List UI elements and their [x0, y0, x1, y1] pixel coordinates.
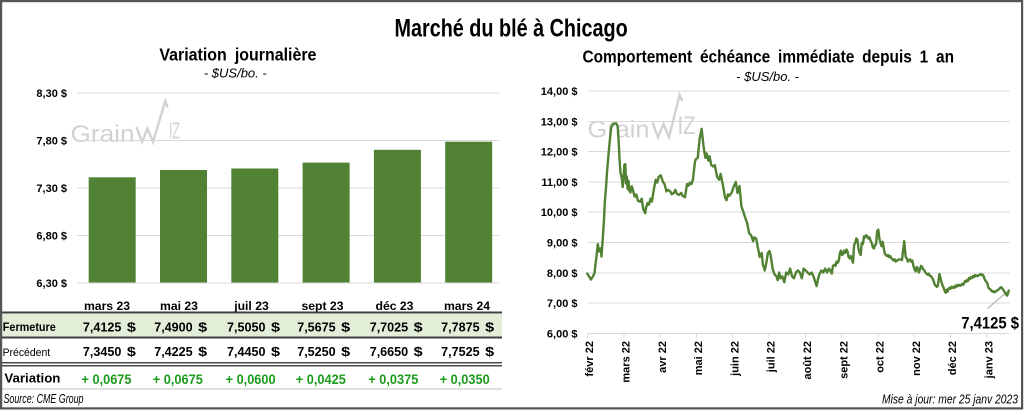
- svg-text:Marché du blé à Chicago: Marché du blé à Chicago: [395, 15, 628, 43]
- svg-text:juin 22: juin 22: [729, 341, 741, 377]
- svg-text:$: $: [127, 319, 137, 334]
- svg-text:déc 23: déc 23: [376, 299, 414, 313]
- svg-text:- $US/bo. -: - $US/bo. -: [204, 66, 268, 81]
- svg-text:août 22: août 22: [802, 341, 814, 380]
- svg-text:mai 22: mai 22: [693, 341, 705, 375]
- svg-text:7,4125 $: 7,4125 $: [961, 313, 1019, 332]
- svg-text:$: $: [414, 344, 424, 359]
- svg-text:7,4125: 7,4125: [83, 319, 122, 334]
- svg-text:mars 23: mars 23: [84, 299, 130, 313]
- svg-text:7,7025: 7,7025: [370, 319, 409, 334]
- svg-text:Variation journalière: Variation journalière: [159, 45, 316, 65]
- svg-text:$: $: [127, 344, 137, 359]
- svg-text:IZ: IZ: [169, 117, 180, 143]
- svg-text:Précédent: Précédent: [3, 347, 51, 359]
- svg-text:+ 0,0375: + 0,0375: [368, 372, 418, 387]
- svg-text:6,30 $: 6,30 $: [36, 278, 67, 290]
- svg-text:oct 22: oct 22: [875, 341, 887, 373]
- svg-text:févr 22: févr 22: [584, 341, 596, 376]
- svg-text:7,5675: 7,5675: [297, 319, 336, 334]
- svg-text:7,4225: 7,4225: [154, 344, 193, 359]
- svg-text:$: $: [198, 344, 208, 359]
- svg-text:Fermeture: Fermeture: [3, 322, 56, 334]
- svg-text:7,30 $: 7,30 $: [36, 183, 67, 195]
- svg-text:12,00 $: 12,00 $: [541, 147, 578, 159]
- svg-text:Source: CME Group: Source: CME Group: [4, 392, 84, 406]
- svg-text:7,4450: 7,4450: [227, 344, 266, 359]
- svg-text:6,00 $: 6,00 $: [547, 328, 578, 340]
- svg-text:9,00 $: 9,00 $: [547, 238, 578, 250]
- svg-text:$: $: [271, 344, 281, 359]
- svg-text:8,30 $: 8,30 $: [36, 88, 67, 100]
- svg-text:Grain: Grain: [71, 121, 135, 148]
- svg-text:+ 0,0425: + 0,0425: [296, 372, 346, 387]
- svg-text:mai 23: mai 23: [160, 299, 198, 313]
- svg-text:Variation: Variation: [4, 372, 60, 386]
- svg-text:8,00 $: 8,00 $: [547, 268, 578, 280]
- svg-text:$: $: [485, 319, 495, 334]
- svg-text:$: $: [341, 344, 351, 359]
- svg-text:13,00 $: 13,00 $: [541, 116, 578, 128]
- svg-text:- $US/bo. -: - $US/bo. -: [736, 69, 800, 84]
- svg-text:7,7875: 7,7875: [441, 319, 480, 334]
- svg-text:mars 22: mars 22: [621, 341, 633, 383]
- svg-text:juil 23: juil 23: [233, 299, 269, 313]
- svg-text:7,5050: 7,5050: [227, 319, 266, 334]
- svg-text:7,80 $: 7,80 $: [36, 136, 67, 148]
- svg-text:Comportement échéance immédiat: Comportement échéance immédiate depuis 1…: [583, 47, 955, 67]
- svg-text:$: $: [198, 319, 208, 334]
- svg-text:$: $: [341, 319, 351, 334]
- svg-text:+ 0,0675: + 0,0675: [153, 372, 203, 387]
- svg-text:nov 22: nov 22: [911, 341, 923, 376]
- svg-text:déc 22: déc 22: [947, 341, 959, 375]
- svg-text:mars 24: mars 24: [444, 299, 490, 313]
- svg-text:10,00 $: 10,00 $: [541, 207, 578, 219]
- svg-text:$: $: [485, 344, 495, 359]
- svg-text:+ 0,0350: + 0,0350: [440, 372, 490, 387]
- svg-text:7,00 $: 7,00 $: [547, 298, 578, 310]
- svg-text:janv 23: janv 23: [984, 341, 996, 379]
- svg-text:Mise à jour: mer 25 janv 2023: Mise à jour: mer 25 janv 2023: [882, 392, 1019, 407]
- svg-text:7,6650: 7,6650: [370, 344, 409, 359]
- svg-text:+ 0,0600: + 0,0600: [226, 372, 276, 387]
- svg-text:14,00 $: 14,00 $: [541, 86, 578, 98]
- svg-text:6,80 $: 6,80 $: [36, 231, 67, 243]
- svg-text:sept 22: sept 22: [838, 341, 850, 379]
- svg-text:sept 23: sept 23: [301, 299, 343, 313]
- svg-text:avr 22: avr 22: [657, 341, 669, 373]
- svg-text:$: $: [271, 319, 281, 334]
- svg-text:7,5250: 7,5250: [297, 344, 336, 359]
- svg-text:+ 0,0675: + 0,0675: [82, 372, 132, 387]
- svg-text:juil 22: juil 22: [766, 341, 778, 373]
- svg-text:7,7525: 7,7525: [441, 344, 480, 359]
- svg-text:7,4900: 7,4900: [154, 319, 193, 334]
- svg-text:11,00 $: 11,00 $: [541, 177, 577, 189]
- svg-text:7,3450: 7,3450: [83, 344, 122, 359]
- svg-text:IZ: IZ: [678, 112, 696, 140]
- svg-text:$: $: [414, 319, 424, 334]
